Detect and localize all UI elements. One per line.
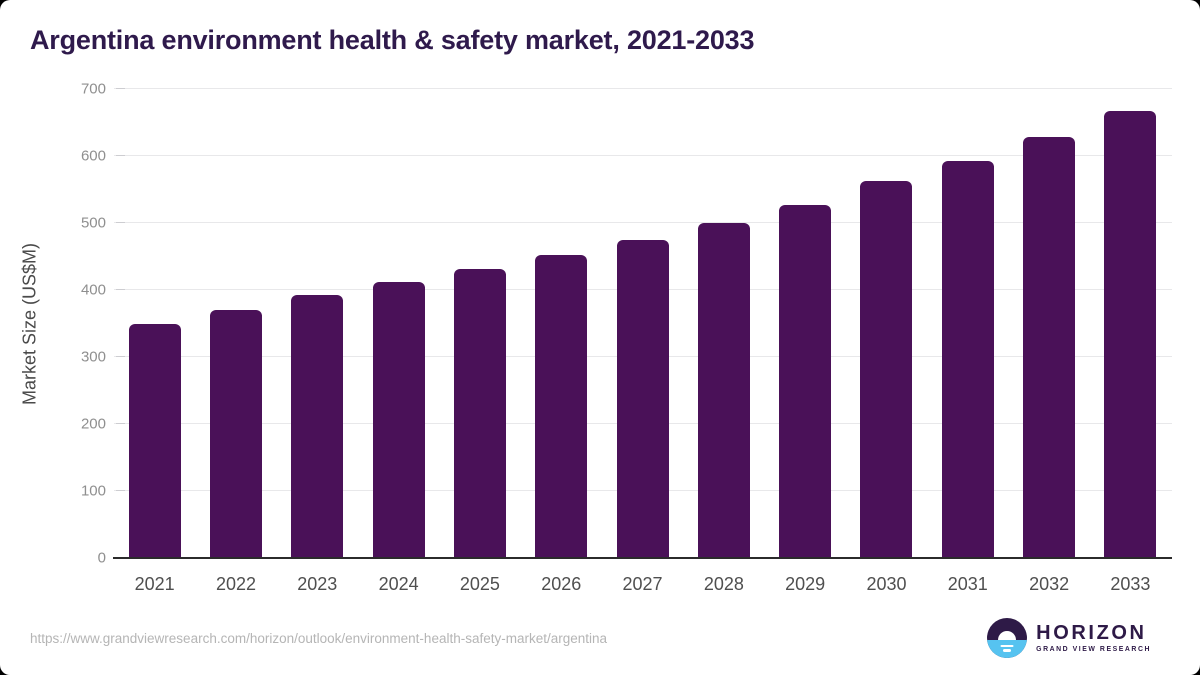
bar-slot-2026 (521, 89, 602, 558)
y-tick-mark-300 (116, 356, 125, 357)
bar-slot-2028 (683, 89, 764, 558)
bar-slot-2031 (927, 89, 1008, 558)
y-tick-mark-700 (116, 88, 125, 89)
gridline-600 (114, 155, 1172, 156)
x-tick-label-2025: 2025 (459, 574, 500, 594)
plot-area: 2021 2022 2023 2024 2025 2026 2027 2028 2029 2030… (81, 81, 1172, 594)
y-tick-label-200: 200 (80, 415, 106, 433)
bar-slot-2033 (1090, 89, 1171, 558)
bar-2023 (291, 295, 344, 558)
bar-2029 (779, 204, 832, 558)
x-axis-labels: 2021 2022 2023 2024 2025 2026 2027 2028 2029 2030… (114, 574, 1171, 595)
x-tick-label-2023: 2023 (297, 574, 338, 594)
y-tick-mark-500 (116, 222, 125, 223)
bar-2031 (941, 161, 994, 558)
horizon-logo-icon (987, 618, 1028, 658)
y-tick-mark-600 (116, 155, 125, 156)
logo-text: HORIZON GRAND VIEW RESEARCH (1036, 623, 1151, 654)
reflection-dash (1003, 649, 1012, 652)
y-tick-label-500: 500 (80, 214, 106, 232)
x-tick-label-2026: 2026 (541, 574, 582, 594)
x-tick-label-2027: 2027 (622, 574, 663, 594)
bar-2030 (860, 180, 913, 558)
bar-slot-2021 (114, 89, 195, 558)
logo-subtitle: GRAND VIEW RESEARCH (1036, 646, 1151, 654)
logo-title: HORIZON (1036, 621, 1147, 644)
y-tick-label-0: 0 (97, 549, 106, 567)
chart-title: Argentina environment health & safety ma… (30, 25, 755, 55)
x-tick-label-2021: 2021 (134, 574, 175, 594)
bar-2028 (697, 223, 750, 558)
y-tick-label-300: 300 (80, 348, 106, 366)
y-tick-label-600: 600 (80, 147, 106, 165)
bar-2025 (453, 269, 506, 558)
bars-layer (114, 89, 1171, 558)
bar-slot-2027 (602, 89, 683, 558)
bar-2026 (535, 255, 588, 558)
x-tick-label-2029: 2029 (785, 574, 826, 594)
bar-slot-2022 (195, 89, 276, 558)
bar-2022 (209, 310, 262, 558)
bar-slot-2029 (765, 89, 846, 558)
y-axis-title: Market Size (US$M) (19, 242, 40, 405)
y-tick-mark-100 (116, 490, 125, 491)
bar-2021 (128, 324, 181, 558)
y-tick-label-400: 400 (80, 281, 106, 299)
x-tick-label-2024: 2024 (378, 574, 419, 594)
gridline-500 (114, 222, 1172, 223)
x-tick-label-2032: 2032 (1029, 574, 1070, 594)
y-tick-label-100: 100 (80, 482, 106, 500)
x-tick-label-2030: 2030 (866, 574, 907, 594)
x-axis-line (113, 557, 1172, 559)
horizon-logo: HORIZON GRAND VIEW RESEARCH (987, 618, 1151, 658)
bar-slot-2032 (1008, 89, 1089, 558)
bar-2032 (1023, 136, 1076, 558)
bar-slot-2024 (358, 89, 439, 558)
y-tick-mark-400 (116, 289, 125, 290)
y-tick-mark-200 (116, 423, 125, 424)
bar-2027 (616, 240, 669, 558)
bar-slot-2025 (439, 89, 520, 558)
bar-slot-2030 (846, 89, 927, 558)
x-tick-label-2031: 2031 (947, 574, 988, 594)
x-tick-label-2022: 2022 (215, 574, 256, 594)
source-url: https://www.grandviewresearch.com/horizo… (30, 631, 608, 646)
bar-slot-2023 (277, 89, 358, 558)
bar-2024 (372, 281, 425, 558)
y-tick-label-700: 700 (80, 80, 106, 98)
x-tick-label-2028: 2028 (703, 574, 744, 594)
gridline-700 (114, 88, 1172, 89)
x-tick-label-2033: 2033 (1110, 574, 1151, 594)
bar-2033 (1104, 111, 1157, 558)
reflection-dash (1000, 644, 1014, 647)
